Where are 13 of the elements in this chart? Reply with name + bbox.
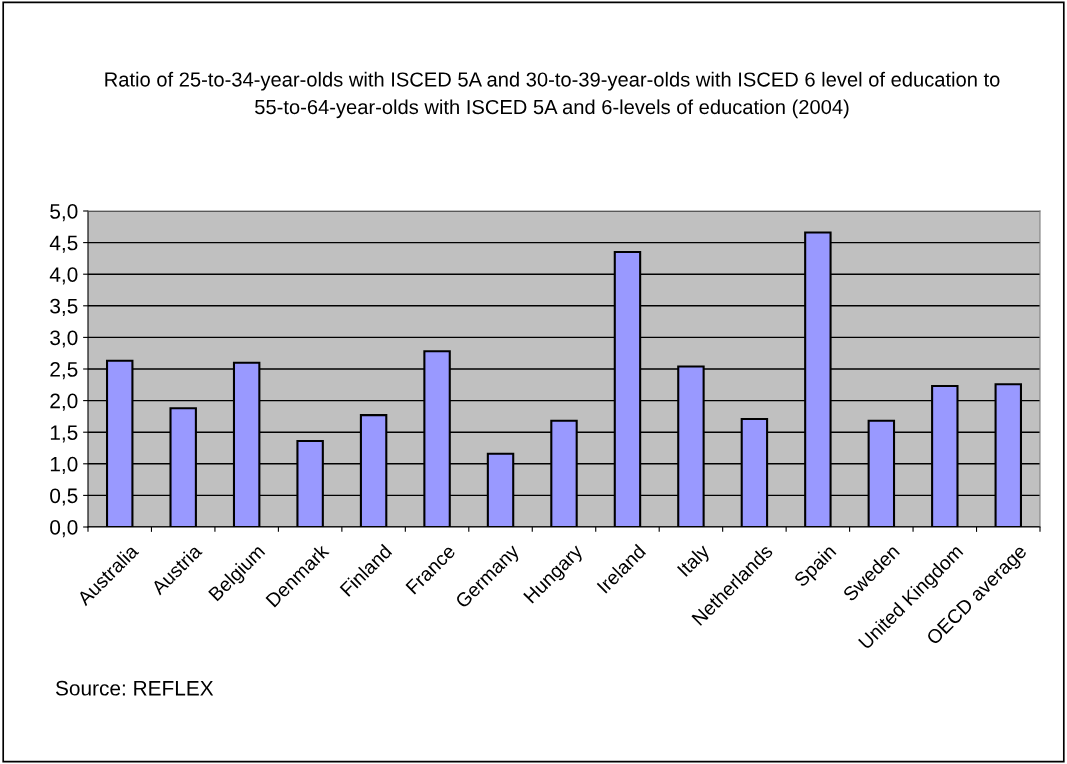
y-tick-label: 2,5 xyxy=(50,362,78,380)
y-tick-label: 3,5 xyxy=(50,298,78,317)
y-tick-label: 0,0 xyxy=(50,520,78,538)
y-tick-label: 1,0 xyxy=(50,456,78,475)
y-tick-label: 5,0 xyxy=(50,204,78,222)
y-tick-label: 4,5 xyxy=(49,235,78,253)
y-tick-label: 3,0 xyxy=(50,330,78,348)
y-tick-label: 0,5 xyxy=(50,488,78,506)
y-tick-label: 2,0 xyxy=(50,393,78,411)
chart-title: Ratio of 25-to-34-year-olds with ISCED 5A and 30-to-39-year-olds with ISCED 6 level of education to 55-to-64-year-olds with ISCED 5A and 6-levels of education (2004) xyxy=(105,71,1000,119)
y-tick-label: 1,5 xyxy=(50,425,78,443)
source-note: Source: REFLEX xyxy=(55,680,214,696)
y-tick-label: 4,0 xyxy=(49,267,78,285)
